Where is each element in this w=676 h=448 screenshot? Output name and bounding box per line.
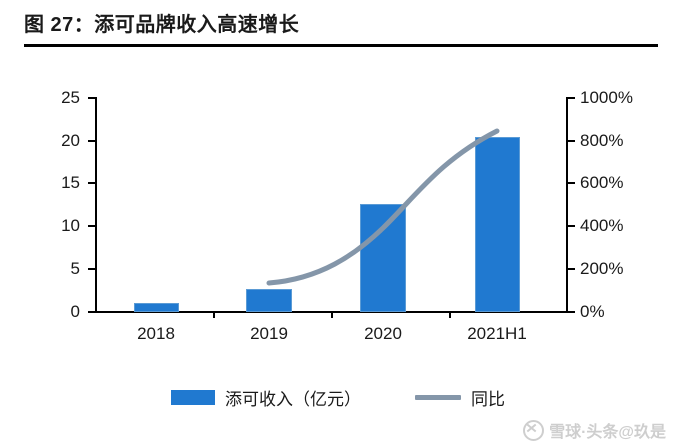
- legend-label-yoy: 同比: [471, 389, 505, 409]
- y-axis-right-label: 200%: [580, 259, 624, 278]
- y-axis-right-label: 400%: [580, 216, 624, 235]
- y-axis-left-tick: [88, 182, 96, 184]
- x-axis-tick: [449, 311, 451, 318]
- y-axis-left-tick: [88, 97, 96, 99]
- x-axis-label-2019: 2019: [250, 324, 288, 343]
- watermark: 雪球·头条@玖是: [523, 418, 666, 442]
- y-axis-right-tick: [567, 182, 575, 184]
- x-axis-label-2020: 2020: [364, 324, 402, 343]
- legend-item-yoy[interactable]: 同比: [415, 385, 505, 410]
- y-axis-right-tick: [567, 268, 575, 270]
- y-axis-left-line: [95, 97, 97, 313]
- bar-2019[interactable]: [246, 289, 292, 312]
- y-axis-left-tick: [88, 311, 96, 313]
- x-axis-tick: [213, 311, 215, 318]
- y-axis-left-label: 10: [61, 216, 80, 235]
- y-axis-right-label: 600%: [580, 173, 624, 192]
- y-axis-left-label: 20: [61, 131, 80, 150]
- y-axis-left-label: 0: [70, 302, 80, 321]
- y-axis-right-tick: [567, 225, 575, 227]
- x-axis-label-2018: 2018: [137, 324, 175, 343]
- y-axis-right-tick: [567, 140, 575, 142]
- watermark-text: 雪球·头条@玖是: [549, 424, 666, 441]
- chart-legend: 添可收入（亿元） 同比: [0, 382, 676, 412]
- chart-canvas: 0 5 10 15 20 25 0% 200% 400% 600% 800% 1…: [0, 52, 676, 448]
- y-axis-left-label: 5: [70, 259, 80, 278]
- y-axis-left-tick: [88, 140, 96, 142]
- y-axis-left-label: 15: [61, 173, 80, 192]
- y-axis-left-label: 25: [61, 88, 80, 107]
- figure-header: 图 27：添可品牌收入高速增长: [0, 0, 676, 52]
- bar-2018[interactable]: [134, 303, 179, 312]
- legend-line-swatch-icon: [415, 394, 461, 400]
- legend-bar-swatch-icon: [171, 389, 215, 405]
- y-axis-right-tick: [567, 311, 575, 313]
- snowball-logo-icon: [523, 419, 545, 441]
- legend-label-revenue: 添可收入（亿元）: [225, 389, 361, 409]
- y-axis-left-tick: [88, 225, 96, 227]
- y-axis-right-line: [566, 97, 568, 313]
- x-axis-label-2021h1: 2021H1: [467, 324, 527, 343]
- x-axis-tick: [331, 311, 333, 318]
- bar-2021h1[interactable]: [475, 137, 520, 312]
- page-title: 图 27：添可品牌收入高速增长: [24, 14, 300, 36]
- y-axis-right-label: 0%: [580, 302, 605, 321]
- title-divider: [24, 44, 658, 47]
- legend-item-revenue[interactable]: 添可收入（亿元）: [171, 385, 361, 410]
- y-axis-right-label: 800%: [580, 131, 624, 150]
- y-axis-right-tick: [567, 97, 575, 99]
- y-axis-left-tick: [88, 268, 96, 270]
- y-axis-right-label: 1000%: [580, 88, 633, 107]
- bar-2020[interactable]: [360, 204, 406, 312]
